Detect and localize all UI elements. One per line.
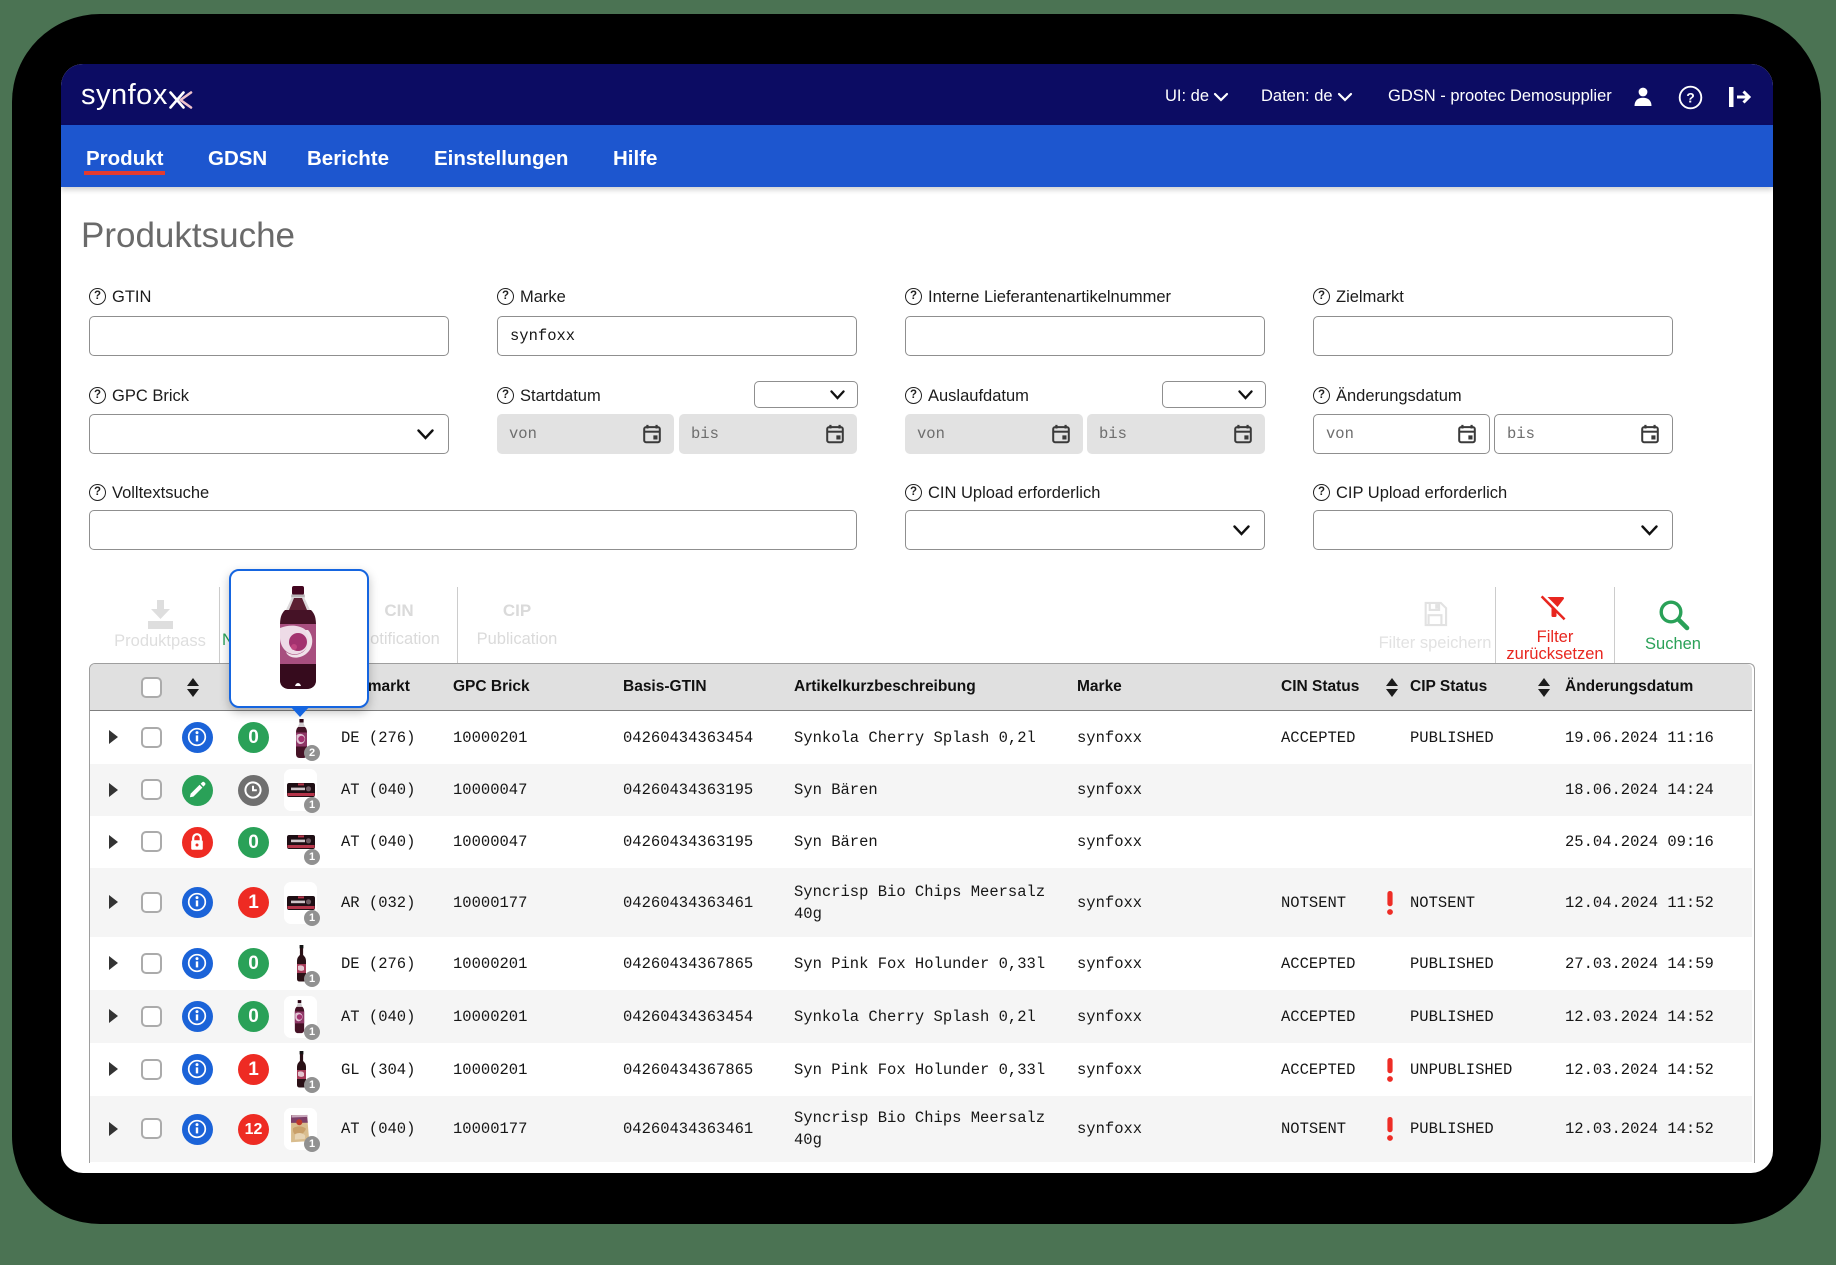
svg-text:?: ? — [1686, 89, 1695, 105]
